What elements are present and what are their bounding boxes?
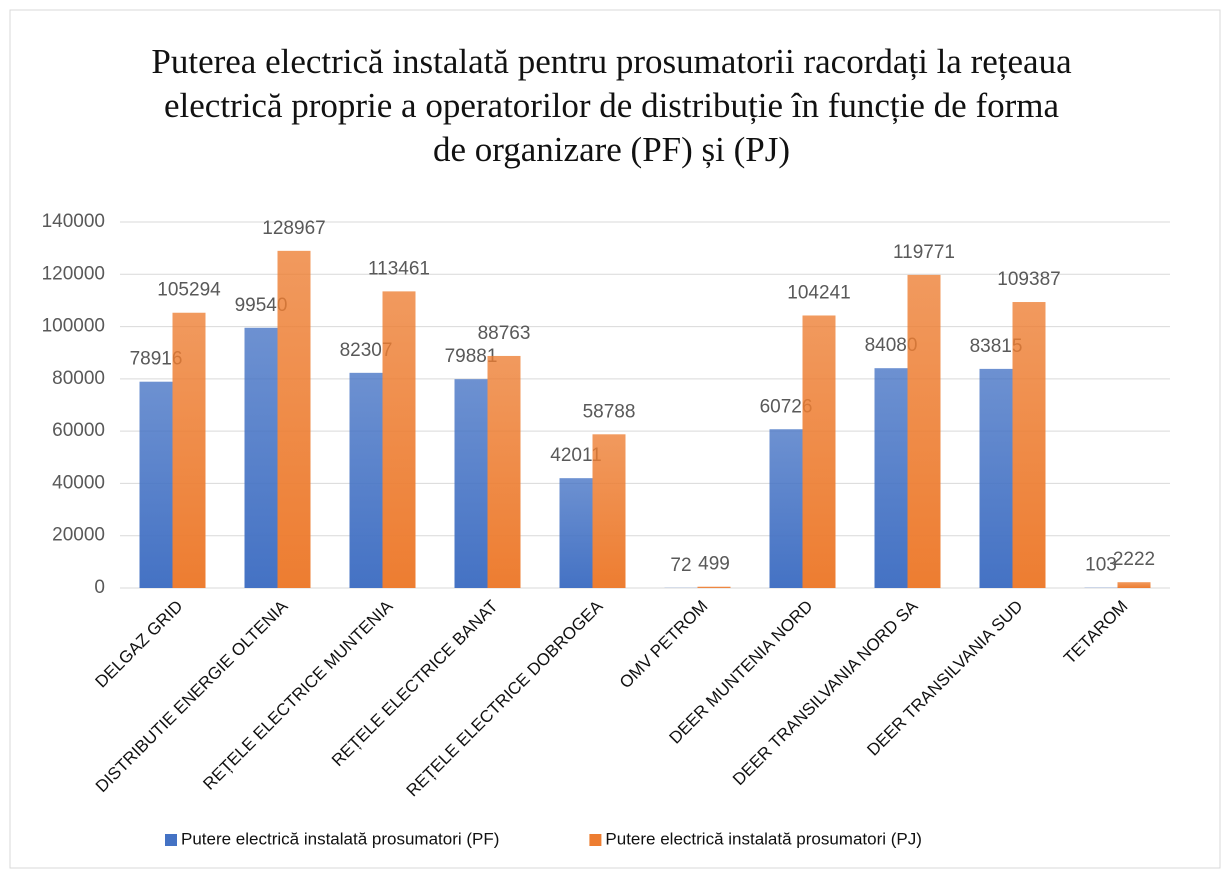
data-label: 499: [698, 554, 730, 575]
data-label: 42011: [550, 445, 601, 466]
data-label: 113461: [368, 258, 430, 279]
data-label: 60726: [760, 396, 813, 417]
bar: [697, 586, 731, 588]
y-tick-label: 40000: [52, 472, 105, 493]
bar: [802, 315, 836, 588]
data-label: 79881: [445, 346, 498, 367]
bar: [172, 312, 206, 588]
bar: [592, 434, 626, 588]
data-label: 84080: [865, 335, 918, 356]
chart-title: Puterea electrică instalată pentru prosu…: [151, 42, 1072, 169]
legend-label: Putere electrică instalată prosumatori (…: [181, 829, 499, 848]
x-tick-label: OMV PETROM: [616, 597, 712, 693]
chart-border: [9, 9, 1221, 869]
bar: [454, 379, 488, 588]
y-tick-label: 140000: [42, 211, 105, 232]
bar: [244, 327, 278, 588]
data-label: 105294: [157, 280, 221, 301]
bar: [979, 368, 1013, 588]
bar: [382, 291, 416, 588]
data-label: 119771: [893, 242, 955, 263]
data-label: 72: [670, 555, 691, 576]
data-label: 2222: [1113, 549, 1155, 570]
bar: [559, 478, 593, 588]
bar: [769, 429, 803, 588]
bar: [277, 250, 311, 588]
bar: [1117, 582, 1151, 588]
bar: [874, 368, 908, 588]
data-label: 78916: [130, 349, 183, 370]
x-tick-label: DELGAZ GRID: [92, 597, 187, 692]
bar: [907, 274, 941, 588]
y-tick-label: 120000: [42, 263, 105, 284]
data-label: 83815: [970, 336, 1023, 357]
y-tick-label: 80000: [52, 368, 105, 389]
bar: [487, 355, 521, 588]
legend-label: Putere electrică instalată prosumatori (…: [605, 829, 922, 848]
data-label: 104241: [787, 282, 850, 303]
y-tick-label: 20000: [52, 525, 105, 546]
legend-swatch: [165, 834, 177, 846]
data-label: 109387: [997, 269, 1060, 290]
x-tick-label: DISTRIBUTIE ENERGIE OLTENIA: [92, 596, 292, 796]
y-tick-label: 0: [94, 577, 105, 598]
x-tick-label: DEER TRANSILVANIA NORD SA: [729, 596, 922, 789]
bar: [349, 372, 383, 588]
y-tick-label: 100000: [42, 316, 105, 337]
x-tick-label: REȚELE ELECTRICE BANAT: [328, 597, 502, 771]
data-label: 82307: [340, 340, 393, 361]
data-label: 103: [1085, 555, 1117, 576]
data-label: 58788: [583, 401, 636, 422]
x-tick-label: REȚELE ELECTRICE MUNTENIA: [199, 596, 397, 794]
data-label: 88763: [478, 323, 531, 344]
y-tick-label: 60000: [52, 420, 105, 441]
x-tick-label: TETAROM: [1060, 597, 1131, 668]
data-label: 128967: [262, 218, 325, 239]
x-tick-label: REȚELE ELECTRICE DOBROGEA: [403, 596, 607, 800]
data-label: 99540: [235, 295, 288, 316]
legend-swatch: [589, 834, 602, 846]
bar: [1012, 302, 1046, 588]
bar: [139, 381, 173, 588]
